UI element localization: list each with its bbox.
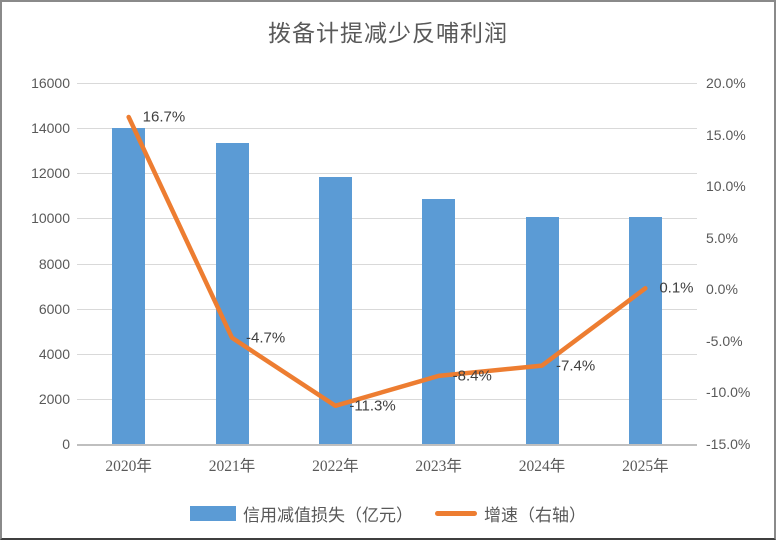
gridline	[77, 308, 697, 310]
bar-2022年	[318, 177, 352, 444]
x-axis-label: 2025年	[622, 458, 669, 475]
left-axis-tick-label: 10000	[31, 210, 70, 227]
x-axis-label: 2024年	[518, 458, 566, 475]
line-data-label: -4.7%	[246, 329, 286, 347]
bar-2025年	[628, 217, 662, 444]
gridline	[77, 353, 697, 355]
left-axis-tick-label: 12000	[31, 165, 70, 182]
bar-2021年	[215, 143, 249, 444]
left-axis-tick-label: 2000	[38, 390, 70, 407]
right-axis-tick-label: -5.0%	[706, 332, 743, 349]
x-axis-line	[77, 444, 697, 446]
right-axis-tick-label: 5.0%	[706, 229, 738, 246]
gridline	[77, 173, 697, 175]
legend: 信用减值损失（亿元） 增速（右轴）	[2, 498, 774, 528]
gridline	[77, 83, 697, 84]
left-axis-tick-label: 8000	[38, 255, 70, 272]
right-axis-tick-label: -10.0%	[706, 384, 751, 401]
legend-item-line-series: 增速（右轴）	[435, 501, 586, 526]
x-axis-label: 2021年	[208, 458, 256, 475]
gridline	[77, 218, 697, 220]
bar-series-swatch-icon	[190, 505, 236, 521]
right-axis-tick-label: 0.0%	[706, 281, 738, 298]
line-data-label: -11.3%	[349, 397, 396, 415]
line-series-label: 增速（右轴）	[484, 505, 586, 525]
legend-item-bar-series: 信用减值损失（亿元）	[190, 501, 413, 526]
bar-2023年	[422, 199, 456, 444]
chart-title: 拨备计提减少反哺利润	[268, 21, 508, 46]
right-axis-tick-label: 15.0%	[706, 126, 746, 143]
left-axis-tick-label: 0	[62, 436, 70, 452]
x-axis-label: 2020年	[105, 458, 152, 475]
gridline	[77, 128, 697, 130]
x-axis-label: 2022年	[312, 458, 359, 475]
right-axis-tick-label: 10.0%	[706, 178, 746, 195]
bar-2020年	[112, 128, 146, 444]
right-axis-tick-label: 20.0%	[706, 75, 746, 91]
right-axis-tick-label: -15.0%	[706, 436, 751, 452]
bar-2024年	[525, 217, 559, 444]
left-axis-tick-label: 6000	[38, 300, 70, 317]
line-data-label: -8.4%	[452, 367, 492, 385]
left-axis-tick-label: 14000	[31, 120, 70, 137]
line-data-label: 16.7%	[142, 108, 186, 126]
left-axis-tick-label: 16000	[31, 75, 70, 91]
line-data-label: 0.1%	[659, 279, 694, 297]
gridline	[77, 263, 697, 265]
line-series-swatch-icon	[435, 510, 477, 516]
bar-series-label: 信用减值损失（亿元）	[243, 505, 413, 525]
line-data-label: -7.4%	[556, 357, 596, 375]
left-axis-tick-label: 4000	[38, 345, 70, 362]
x-axis-label: 2023年	[415, 458, 462, 475]
